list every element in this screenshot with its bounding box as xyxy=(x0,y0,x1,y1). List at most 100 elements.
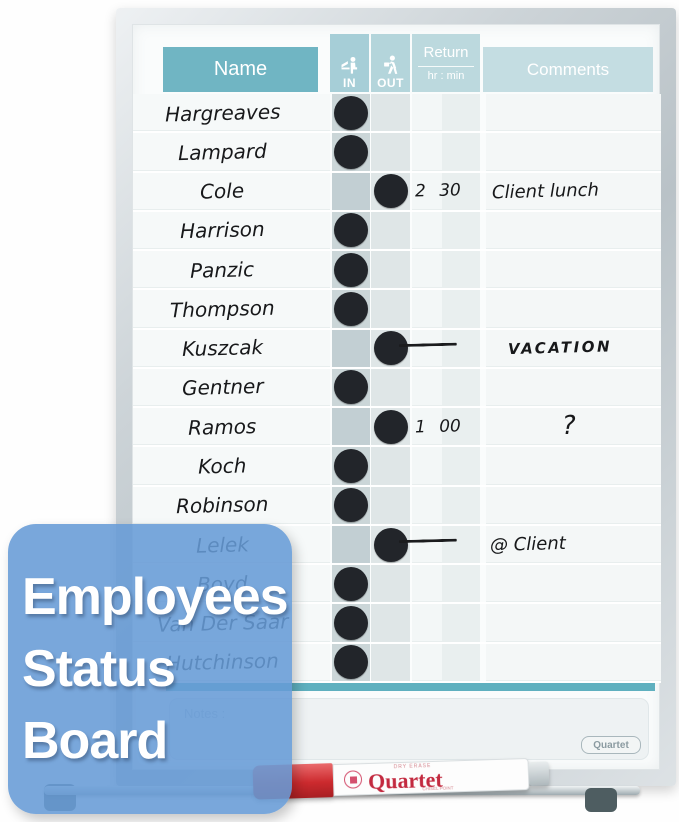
product-title-line: Status xyxy=(22,640,176,698)
return-header-divider xyxy=(418,66,474,67)
return-cell xyxy=(412,211,480,250)
chisel-point-icon xyxy=(343,770,363,789)
status-magnet xyxy=(334,213,368,248)
table-row: Robinson xyxy=(133,486,661,526)
in-cell xyxy=(330,329,371,367)
employee-name: Kuszcak xyxy=(181,335,264,362)
return-cell xyxy=(412,447,480,485)
return-header-label: Return xyxy=(423,44,469,61)
employee-name: Hargreaves xyxy=(164,99,281,127)
return-cell xyxy=(412,565,480,603)
status-magnet xyxy=(334,488,368,523)
return-cell xyxy=(412,643,480,681)
out-cell xyxy=(371,172,412,210)
quartet-board-logo-text: Quartet xyxy=(593,739,629,751)
status-magnet xyxy=(373,174,408,209)
product-title-line: Employees xyxy=(22,568,289,626)
return-cell: — xyxy=(412,329,480,367)
comment-text: VACATION xyxy=(507,337,613,359)
status-magnet xyxy=(373,331,408,366)
return-cell xyxy=(412,290,480,328)
quartet-board-logo: Quartet xyxy=(581,736,641,754)
employee-name: Thompson xyxy=(169,295,276,323)
status-magnet xyxy=(334,291,368,326)
table-row: Panzic xyxy=(133,251,661,291)
in-cell xyxy=(330,525,371,564)
return-cell: 1 00 xyxy=(412,408,480,446)
out-cell xyxy=(371,525,412,564)
marker-tip-band xyxy=(528,761,550,786)
return-cell xyxy=(412,604,480,642)
name-cell: Thompson xyxy=(133,290,330,328)
comment-cell: VACATION xyxy=(486,329,661,367)
name-cell: Robinson xyxy=(133,486,330,524)
in-cell xyxy=(330,408,371,446)
in-header-label: IN xyxy=(343,76,356,90)
in-cell xyxy=(330,447,371,485)
tray-end-cap-right xyxy=(585,788,617,812)
comment-text: @ Client xyxy=(489,533,567,556)
comment-cell xyxy=(486,94,661,132)
in-cell xyxy=(330,565,371,603)
comment-text: Client lunch xyxy=(491,179,600,203)
name-cell: Gentner xyxy=(133,368,330,407)
out-cell xyxy=(371,329,412,367)
column-header-comments: Comments xyxy=(483,47,653,92)
name-cell: Cole xyxy=(133,172,330,210)
status-magnet xyxy=(334,645,368,680)
employee-name: Ramos xyxy=(188,413,257,440)
in-cell xyxy=(330,211,371,250)
out-cell xyxy=(371,133,412,171)
employee-name: Robinson xyxy=(175,492,270,519)
out-cell xyxy=(371,251,412,289)
status-magnet xyxy=(334,449,368,484)
out-header-label: OUT xyxy=(377,76,404,90)
return-units-label: hr : min xyxy=(427,70,465,82)
comment-cell xyxy=(486,447,661,485)
in-cell xyxy=(330,172,371,210)
in-cell xyxy=(330,643,371,681)
name-cell: Panzic xyxy=(133,251,330,289)
status-magnet xyxy=(334,566,368,601)
comment-text: ? xyxy=(561,410,577,441)
comment-cell xyxy=(486,565,661,603)
walking-person-icon xyxy=(383,55,397,74)
name-cell: Kuszcak xyxy=(133,329,330,367)
table-row: Hargreaves xyxy=(133,94,661,134)
return-cell xyxy=(412,251,480,289)
product-title-line: Board xyxy=(22,712,168,770)
status-magnet xyxy=(334,252,368,287)
employee-name: Lampard xyxy=(177,138,268,166)
table-row: Harrison xyxy=(133,211,661,252)
out-cell xyxy=(371,565,412,603)
return-time: 1 00 xyxy=(414,416,462,438)
status-magnet xyxy=(373,409,408,444)
table-row: Kuszcak — VACATION xyxy=(133,329,661,369)
person-at-desk-icon xyxy=(341,56,357,74)
return-cell xyxy=(412,94,480,132)
status-magnet xyxy=(334,370,368,405)
return-cell: 2 30 xyxy=(412,172,480,210)
table-row: Lampard xyxy=(133,133,661,173)
comment-cell: Client lunch xyxy=(486,172,661,210)
table-row: Cole 2 30 Client lunch xyxy=(133,172,661,212)
out-cell xyxy=(371,94,412,132)
comment-cell xyxy=(486,486,661,524)
marker-body: DRY ERASE Quartet CHISEL POINT xyxy=(332,757,530,797)
product-title-overlay: Employees Status Board xyxy=(8,524,292,814)
comment-cell xyxy=(486,211,661,250)
employee-name: Koch xyxy=(198,453,247,479)
comment-cell: ? xyxy=(486,408,661,446)
marker-point-label: CHISEL POINT xyxy=(422,785,454,792)
table-row: Gentner xyxy=(133,368,661,409)
return-time: — xyxy=(412,542,473,547)
name-header-label: Name xyxy=(213,58,268,80)
out-cell xyxy=(371,290,412,328)
out-cell xyxy=(371,447,412,485)
out-cell xyxy=(371,643,412,681)
status-magnet xyxy=(334,606,368,641)
table-row: Koch xyxy=(133,447,661,487)
employee-name: Gentner xyxy=(181,374,264,401)
footer-divider-bar xyxy=(166,683,655,691)
